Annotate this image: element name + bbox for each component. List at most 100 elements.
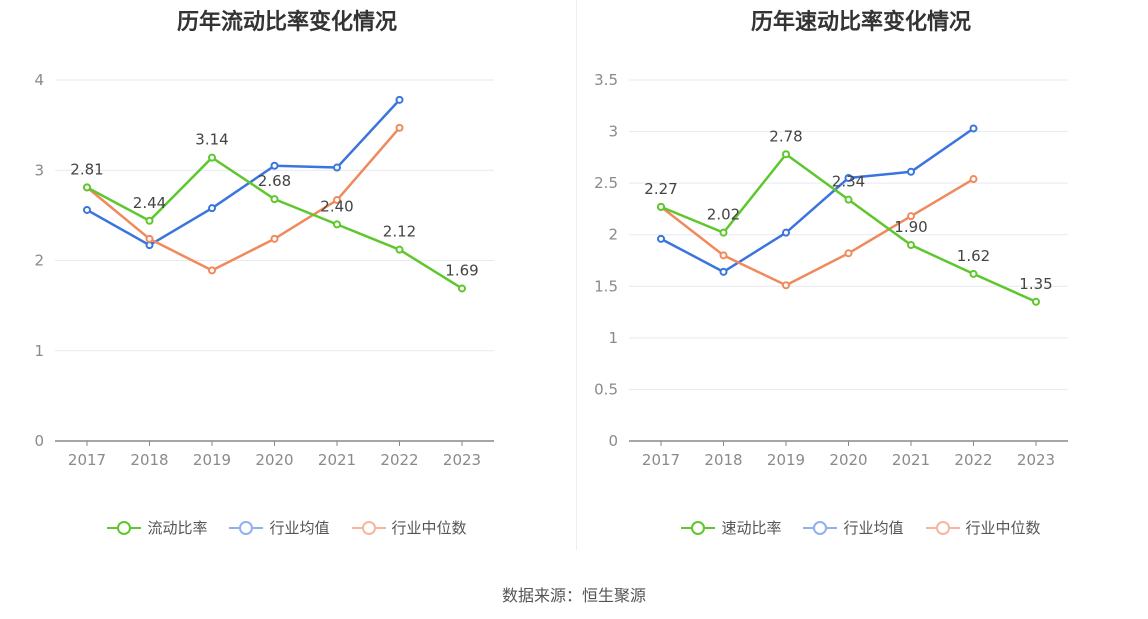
data-point[interactable]: [333, 163, 341, 172]
x-tick-label: 2022: [954, 451, 992, 469]
legend: 速动比率 行业均值 行业中位数: [574, 517, 1148, 538]
series-line: [86, 99, 401, 247]
series-line: [86, 127, 401, 272]
y-tick-label: 2: [34, 252, 44, 270]
data-point[interactable]: [844, 249, 853, 258]
data-label: 2.12: [383, 223, 416, 241]
data-label: 2.27: [644, 180, 677, 198]
data-label: 2.81: [70, 160, 103, 178]
x-tick-label: 2023: [1017, 451, 1055, 469]
data-point[interactable]: [83, 205, 91, 214]
data-point[interactable]: [969, 124, 978, 133]
data-point[interactable]: [657, 234, 665, 243]
y-tick-label: 1: [608, 329, 618, 347]
legend-label: 行业均值: [269, 519, 330, 537]
y-tick-label: 2: [608, 226, 618, 244]
x-tick-label: 2023: [443, 451, 481, 469]
data-point[interactable]: [145, 216, 154, 225]
legend-line-icon: [925, 520, 960, 536]
legend-item-current-ratio[interactable]: 流动比率: [107, 517, 207, 538]
legend-item-industry-median[interactable]: 行业中位数: [351, 517, 467, 538]
y-tick-label: 0: [608, 432, 618, 450]
data-point[interactable]: [395, 95, 404, 104]
legend-item-quick-ratio[interactable]: 速动比率: [681, 517, 781, 538]
data-point[interactable]: [844, 195, 853, 204]
data-label: 2.78: [769, 127, 802, 145]
legend-label: 速动比率: [721, 519, 782, 537]
x-tick-label: 2019: [767, 451, 805, 469]
legend: 流动比率 行业均值 行业中位数: [0, 517, 574, 538]
chart-title: 历年流动比率变化情况: [176, 10, 397, 35]
data-point[interactable]: [83, 183, 91, 192]
x-tick-label: 2017: [642, 451, 680, 469]
x-tick-label: 2018: [130, 451, 168, 469]
x-tick-label: 2022: [380, 451, 418, 469]
x-tick-label: 2019: [193, 451, 231, 469]
data-label: 2.34: [832, 173, 865, 191]
data-point[interactable]: [657, 202, 665, 211]
x-tick-label: 2017: [68, 451, 106, 469]
data-label: 2.44: [133, 194, 166, 212]
data-point[interactable]: [270, 234, 279, 243]
data-point[interactable]: [907, 167, 915, 176]
data-point[interactable]: [782, 281, 790, 290]
data-point[interactable]: [333, 220, 341, 229]
data-point[interactable]: [208, 204, 216, 213]
series-line: [660, 177, 975, 287]
legend-item-industry-mean[interactable]: 行业均值: [803, 517, 904, 538]
data-point[interactable]: [782, 150, 790, 159]
current-ratio-chart-panel: 历年流动比率变化情况 0 1 2 3 4 2017 2018 2019 2020 2021 2022…: [0, 0, 574, 560]
data-point[interactable]: [907, 241, 915, 250]
data-point[interactable]: [270, 195, 279, 204]
data-point[interactable]: [907, 212, 915, 221]
data-label: 2.02: [707, 206, 740, 224]
data-point[interactable]: [208, 153, 216, 162]
data-label: 2.68: [258, 172, 291, 190]
data-label: 2.40: [320, 197, 353, 215]
y-tick-label: 1: [34, 342, 44, 360]
data-label: 1.69: [445, 261, 478, 279]
legend-label: 行业中位数: [391, 519, 467, 537]
data-point[interactable]: [719, 228, 728, 237]
data-point[interactable]: [395, 245, 404, 254]
x-tick-label: 2021: [892, 451, 930, 469]
data-point[interactable]: [1032, 297, 1040, 306]
chart-title: 历年速动比率变化情况: [750, 10, 971, 35]
x-tick-label: 2020: [255, 451, 293, 469]
series-line: [660, 127, 975, 274]
legend-item-industry-mean[interactable]: 行业均值: [229, 517, 330, 538]
data-point[interactable]: [969, 175, 978, 184]
legend-label: 行业均值: [843, 519, 904, 537]
x-tick-label: 2020: [829, 451, 867, 469]
data-point[interactable]: [719, 267, 728, 276]
legend-line-icon: [107, 520, 142, 536]
legend-line-icon: [351, 520, 386, 536]
y-tick-label: 4: [34, 71, 44, 89]
quick-ratio-chart-panel: 历年速动比率变化情况 0 0.5 1 1.5 2 2.5 3 3.5 2017 2018 2019 2…: [574, 0, 1148, 560]
data-point[interactable]: [208, 266, 216, 275]
y-tick-label: 1.5: [594, 277, 618, 295]
y-tick-label: 2.5: [594, 174, 618, 192]
quick-ratio-plot: 0 0.5 1 1.5 2 2.5 3 3.5 2017 2018 2019 2020 2021 2022…: [594, 71, 1068, 469]
y-tick-label: 3: [608, 123, 618, 141]
legend-item-industry-median[interactable]: 行业中位数: [925, 517, 1041, 538]
data-point[interactable]: [270, 161, 279, 170]
data-point[interactable]: [844, 173, 853, 182]
data-point[interactable]: [333, 196, 341, 205]
data-point[interactable]: [719, 251, 728, 260]
current-ratio-plot: 0 1 2 3 4 2017 2018 2019 2020 2021 2022 2023 2.81 2.4…: [34, 71, 494, 469]
data-point[interactable]: [145, 234, 154, 243]
data-point[interactable]: [458, 284, 466, 293]
y-tick-label: 0: [34, 432, 44, 450]
data-point[interactable]: [395, 123, 404, 132]
data-point[interactable]: [145, 241, 154, 250]
y-tick-label: 3.5: [594, 71, 618, 89]
y-tick-label: 0.5: [594, 380, 618, 398]
legend-line-icon: [229, 520, 264, 536]
data-point[interactable]: [969, 269, 978, 278]
data-point[interactable]: [782, 228, 790, 237]
legend-label: 流动比率: [147, 519, 208, 537]
data-source-note: 数据来源：恒生聚源: [501, 586, 646, 605]
data-label: 1.90: [894, 218, 927, 236]
x-tick-label: 2021: [318, 451, 356, 469]
